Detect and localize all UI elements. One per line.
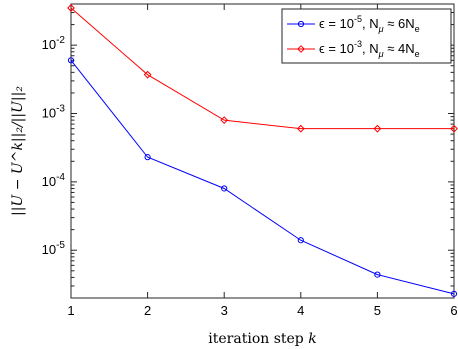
data-point	[221, 185, 228, 192]
legend-label: ϵ = 10-5, Nμ ≈ 6Ne	[319, 14, 420, 34]
y-tick-label: 10-2	[42, 35, 66, 52]
x-tick-label: 3	[221, 303, 228, 318]
x-tick-label: 1	[67, 303, 74, 318]
x-tick-label: 2	[144, 303, 151, 318]
y-axis-ticks: 10-2 10-3 10-4 10-5	[42, 3, 454, 299]
x-axis-label: iteration step k	[208, 331, 316, 347]
legend: ϵ = 10-5, Nμ ≈ 6Ne ϵ = 10-3, Nμ ≈ 4Ne	[281, 8, 452, 64]
legend-entry-2: ϵ = 10-3, Nμ ≈ 4Ne	[287, 39, 420, 59]
legend-marker	[297, 45, 305, 53]
data-point	[373, 124, 382, 133]
data-point	[67, 4, 75, 12]
series-1	[67, 57, 458, 297]
data-point	[220, 116, 229, 125]
y-tick-label: 10-3	[42, 104, 66, 121]
data-point	[374, 271, 381, 278]
x-axis-ticks: 1 2 3 4 5 6	[67, 4, 458, 318]
data-point	[67, 57, 75, 64]
y-axis-label: ||U − U^k||₂/||U||₂	[10, 86, 26, 216]
y-tick-label: 10-4	[42, 172, 66, 189]
x-tick-label: 4	[297, 303, 304, 318]
series-2	[67, 4, 458, 133]
legend-label: ϵ = 10-3, Nμ ≈ 4Ne	[319, 39, 420, 59]
series-line	[70, 60, 455, 295]
legend-entry-1: ϵ = 10-5, Nμ ≈ 6Ne	[287, 14, 420, 34]
data-point	[450, 290, 458, 297]
data-point	[450, 124, 458, 133]
data-point	[143, 70, 152, 79]
data-point	[296, 124, 305, 133]
y-tick-label: 10-5	[42, 240, 66, 257]
legend-marker	[297, 20, 305, 28]
series-line	[70, 7, 454, 130]
series-layer	[67, 4, 458, 297]
x-tick-label: 5	[374, 303, 381, 318]
data-point	[144, 154, 151, 161]
x-tick-label: 6	[450, 303, 457, 318]
legend-box	[281, 8, 452, 64]
data-point	[297, 237, 304, 244]
